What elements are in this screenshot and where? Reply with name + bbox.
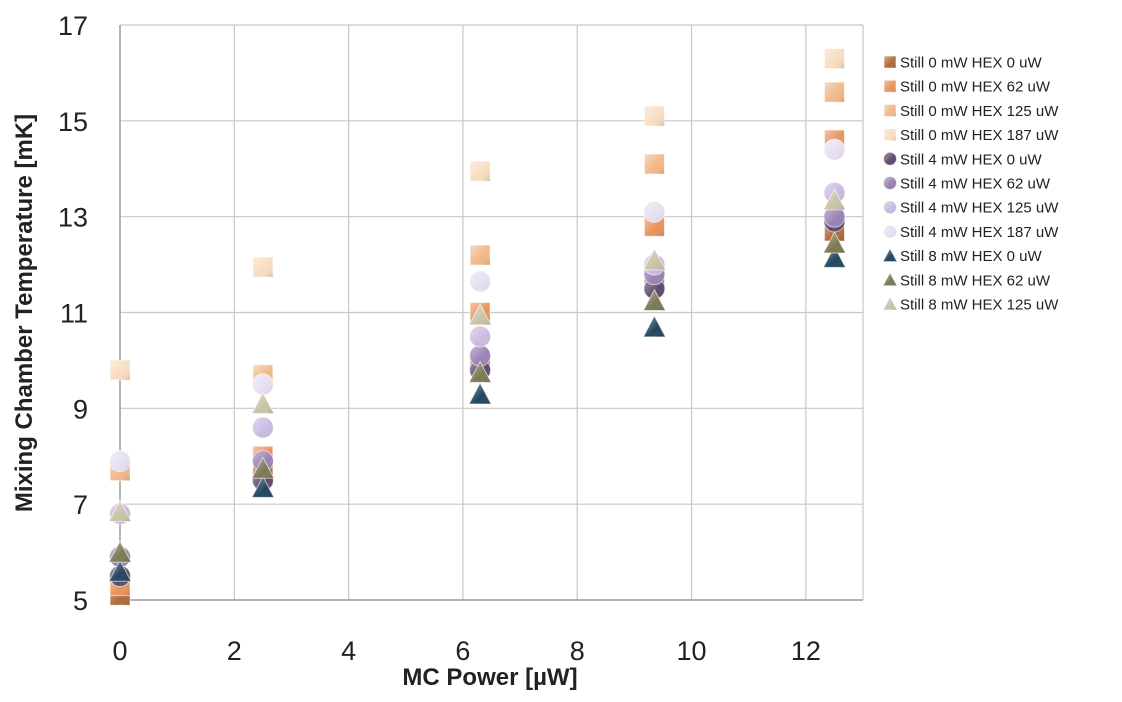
y-tick-label: 11	[60, 299, 88, 329]
legend-label: Still 0 mW HEX 62 uW	[900, 79, 1051, 96]
series-points	[108, 245, 847, 582]
x-tick-label: 2	[227, 636, 242, 666]
y-tick-label: 15	[58, 107, 88, 137]
legend-entry: Still 8 mW HEX 125 uW	[882, 295, 1059, 314]
grid-lines	[120, 24, 864, 600]
legend-entry: Still 0 mW HEX 62 uW	[883, 79, 1051, 96]
y-tick-label: 5	[73, 586, 88, 616]
legend-entry: Still 0 mW HEX 125 uW	[883, 103, 1059, 120]
x-tick-label: 12	[791, 636, 821, 666]
legend-marker	[883, 79, 897, 93]
legend-marker	[883, 200, 897, 215]
x-tick-label: 0	[112, 636, 127, 666]
legend-marker	[883, 176, 897, 190]
data-point	[252, 256, 274, 278]
x-tick-label: 6	[455, 636, 470, 666]
data-point	[109, 450, 131, 473]
legend-entry: Still 4 mW HEX 62 uW	[883, 176, 1051, 193]
legend-label: Still 8 mW HEX 125 uW	[900, 297, 1059, 314]
data-point	[643, 153, 665, 175]
legend-label: Still 0 mW HEX 0 uW	[900, 55, 1043, 72]
legend-entry: Still 8 mW HEX 62 uW	[882, 271, 1051, 289]
data-points	[108, 48, 847, 606]
legend-entry: Still 8 mW HEX 0 uW	[882, 247, 1043, 265]
legend-marker	[883, 151, 897, 166]
y-tick-label: 7	[73, 490, 88, 520]
data-point	[823, 138, 846, 161]
data-point	[468, 381, 492, 405]
legend-label: Still 4 mW HEX 0 uW	[900, 151, 1043, 168]
legend-label: Still 8 mW HEX 62 uW	[900, 272, 1051, 289]
legend-label: Still 8 mW HEX 0 uW	[900, 248, 1043, 265]
legend-entry: Still 4 mW HEX 0 uW	[883, 151, 1043, 168]
data-point	[469, 244, 491, 266]
y-tick-label: 13	[58, 203, 88, 233]
data-point	[251, 391, 275, 415]
legend-marker	[883, 103, 897, 117]
data-point	[109, 359, 131, 381]
y-tick-label: 9	[73, 394, 88, 424]
legend-label: Still 4 mW HEX 125 uW	[900, 200, 1059, 217]
tick-labels: 0 2 4 6 8 10 12 5 7 9 11 13 15 17	[58, 11, 821, 666]
data-point	[643, 200, 666, 223]
y-tick-label: 17	[58, 11, 88, 41]
legend-entry: Still 0 mW HEX 187 uW	[883, 127, 1059, 144]
y-axis-label: Mixing Chamber Temperature [mK]	[11, 114, 38, 512]
legend-entry: Still 4 mW HEX 125 uW	[883, 200, 1059, 217]
legend-entry: Still 0 mW HEX 0 uW	[883, 55, 1043, 72]
legend-entry: Still 4 mW HEX 187 uW	[883, 224, 1059, 241]
data-point	[643, 105, 665, 127]
legend-marker	[883, 128, 897, 142]
data-point	[642, 314, 667, 338]
data-point	[251, 416, 274, 439]
data-point	[469, 270, 492, 293]
legend-marker	[882, 271, 898, 287]
data-point	[823, 48, 845, 70]
legend-marker	[883, 224, 897, 239]
x-tick-label: 4	[341, 636, 356, 666]
data-point	[469, 160, 491, 182]
legend-label: Still 4 mW HEX 62 uW	[900, 176, 1051, 193]
legend-label: Still 4 mW HEX 187 uW	[900, 224, 1059, 241]
legend-marker	[883, 55, 897, 69]
data-point	[823, 81, 845, 103]
x-tick-label: 10	[677, 636, 707, 666]
legend-label: Still 0 mW HEX 187 uW	[900, 127, 1059, 144]
legend-marker	[882, 295, 898, 311]
legend-label: Still 0 mW HEX 125 uW	[900, 103, 1059, 120]
data-point	[469, 325, 492, 348]
legend: Still 0 mW HEX 0 uW Still 0 mW HEX 62 uW S…	[882, 55, 1059, 314]
x-axis-label: MC Power [µW]	[402, 664, 577, 691]
x-tick-label: 8	[570, 636, 585, 666]
legend-marker	[882, 247, 898, 263]
